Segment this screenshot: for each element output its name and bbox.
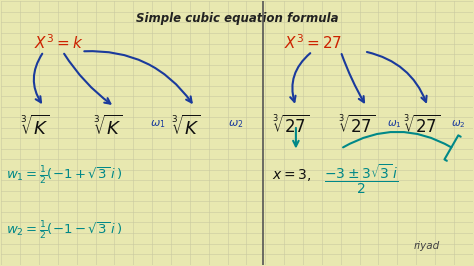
Text: $\omega_2$: $\omega_2$ bbox=[228, 119, 243, 130]
Text: $\sqrt[3]{27}$: $\sqrt[3]{27}$ bbox=[338, 115, 375, 137]
Text: $X^3 = 27$: $X^3 = 27$ bbox=[284, 33, 342, 52]
Text: $\sqrt[3]{27}$: $\sqrt[3]{27}$ bbox=[403, 115, 440, 137]
Text: $\sqrt[3]{K}$: $\sqrt[3]{K}$ bbox=[20, 115, 49, 139]
Text: $w_1 = \frac{1}{2}(-1 + \sqrt{3}\,i\,)$: $w_1 = \frac{1}{2}(-1 + \sqrt{3}\,i\,)$ bbox=[6, 165, 122, 187]
Text: Simple cubic equation formula: Simple cubic equation formula bbox=[136, 12, 338, 25]
Text: $\omega_1$: $\omega_1$ bbox=[387, 119, 401, 130]
Text: $\sqrt[3]{K}$: $\sqrt[3]{K}$ bbox=[93, 115, 122, 139]
Text: riyad: riyad bbox=[414, 242, 440, 251]
Text: $\dfrac{-3 \pm 3\sqrt{3}\,i}{2}$: $\dfrac{-3 \pm 3\sqrt{3}\,i}{2}$ bbox=[324, 163, 399, 197]
Text: $\sqrt[3]{K}$: $\sqrt[3]{K}$ bbox=[171, 115, 200, 139]
Text: $w_2 = \frac{1}{2}(-1 - \sqrt{3}\,i\,)$: $w_2 = \frac{1}{2}(-1 - \sqrt{3}\,i\,)$ bbox=[6, 220, 122, 242]
Text: $x=3,$: $x=3,$ bbox=[273, 167, 312, 183]
Text: $X^3 = k$: $X^3 = k$ bbox=[35, 33, 84, 52]
Text: $\omega_2$: $\omega_2$ bbox=[451, 119, 466, 130]
Text: $\sqrt[3]{27}$: $\sqrt[3]{27}$ bbox=[273, 115, 310, 137]
Text: $\omega_1$: $\omega_1$ bbox=[150, 119, 165, 130]
